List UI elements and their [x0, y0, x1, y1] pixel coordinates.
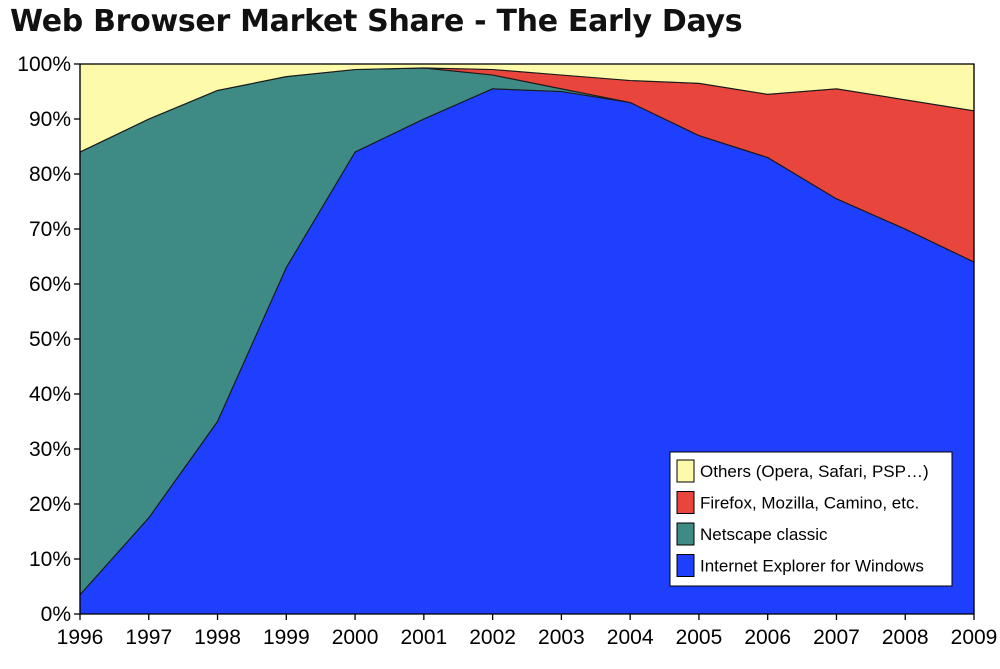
x-tick-label: 1998 — [194, 626, 241, 649]
x-tick-label: 2003 — [538, 626, 585, 649]
legend-swatch-others-opera-safari-psp — [676, 459, 695, 483]
y-tick-label: 0% — [41, 603, 71, 626]
legend-label-others-opera-safari-psp: Others (Opera, Safari, PSP…) — [700, 462, 929, 481]
y-tick-label: 40% — [29, 383, 71, 406]
legend-label-firefox-mozilla-camino-etc: Firefox, Mozilla, Camino, etc. — [700, 494, 919, 513]
x-tick-label: 2009 — [951, 626, 998, 649]
x-tick-label: 2004 — [607, 626, 654, 649]
x-axis: 1996 1997 1998 1999 2000 2001 2002 2003 2004 2005… — [57, 614, 998, 649]
y-tick-label: 100% — [17, 53, 71, 76]
y-tick-label: 50% — [29, 328, 71, 351]
y-tick-label: 80% — [29, 163, 71, 186]
y-tick-label: 90% — [29, 108, 71, 131]
x-tick-label: 1997 — [125, 626, 172, 649]
chart-title: Web Browser Market Share - The Early Day… — [10, 4, 743, 39]
x-tick-label: 2007 — [813, 626, 860, 649]
x-tick-label: 2006 — [744, 626, 791, 649]
legend-swatch-netscape-classic — [676, 522, 695, 546]
x-tick-label: 1999 — [263, 626, 310, 649]
x-tick-label: 2008 — [882, 626, 929, 649]
x-tick-label: 2005 — [676, 626, 723, 649]
y-tick-label: 30% — [29, 438, 71, 461]
y-tick-label: 60% — [29, 273, 71, 296]
x-tick-label: 2000 — [332, 626, 379, 649]
legend-swatch-firefox-mozilla-camino-etc — [676, 491, 695, 514]
legend-swatch-internet-explorer-for-windows — [676, 554, 695, 577]
y-tick-label: 20% — [29, 493, 71, 516]
y-tick-label: 70% — [29, 218, 71, 241]
legend-label-internet-explorer-for-windows: Internet Explorer for Windows — [700, 557, 924, 576]
x-tick-label: 2001 — [400, 626, 447, 649]
y-axis: 0% 10% 20% 30% 40% 50% 60% 70% 80% 90% 100% — [17, 53, 80, 626]
y-tick-label: 10% — [29, 548, 71, 571]
legend: Others (Opera, Safari, PSP…) Firefox, Moz… — [669, 451, 953, 587]
x-tick-label: 1996 — [57, 626, 104, 649]
legend-label-netscape-classic: Netscape classic — [700, 525, 828, 544]
x-tick-label: 2002 — [469, 626, 516, 649]
legend-box — [669, 451, 953, 587]
